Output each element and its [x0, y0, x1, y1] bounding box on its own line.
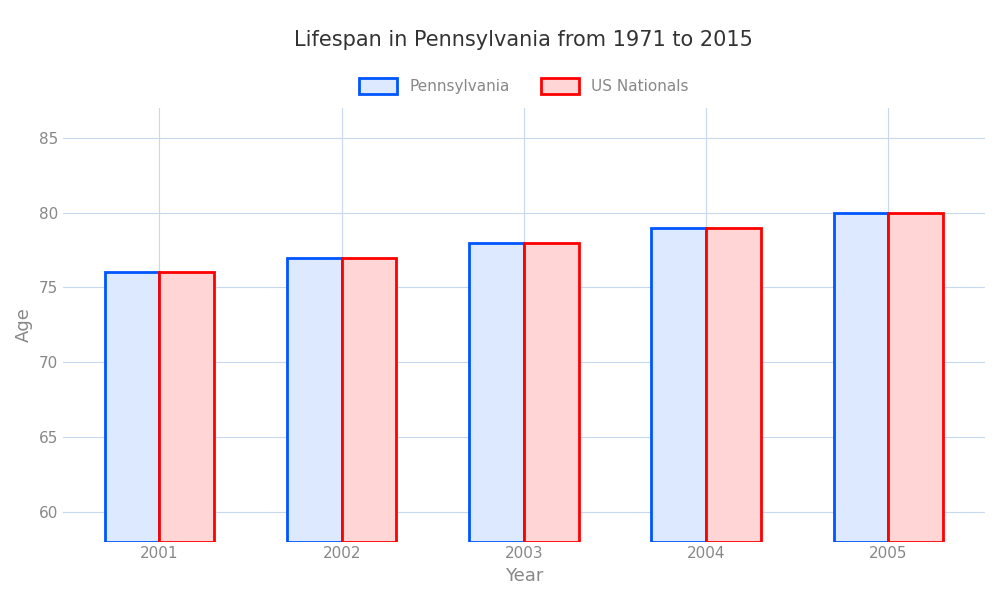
Bar	[342, 257, 396, 542]
Y-axis label: Age: Age	[15, 307, 33, 342]
Bar	[524, 242, 579, 542]
Bar	[888, 212, 943, 542]
Title: Lifespan in Pennsylvania from 1971 to 2015: Lifespan in Pennsylvania from 1971 to 20…	[294, 29, 753, 50]
Bar	[159, 272, 214, 542]
Legend: Pennsylvania, US Nationals: Pennsylvania, US Nationals	[353, 72, 695, 100]
Bar	[469, 242, 524, 542]
Bar	[834, 212, 888, 542]
Bar	[287, 257, 342, 542]
Bar	[105, 272, 159, 542]
Bar	[651, 227, 706, 542]
Bar	[706, 227, 761, 542]
X-axis label: Year: Year	[505, 567, 543, 585]
